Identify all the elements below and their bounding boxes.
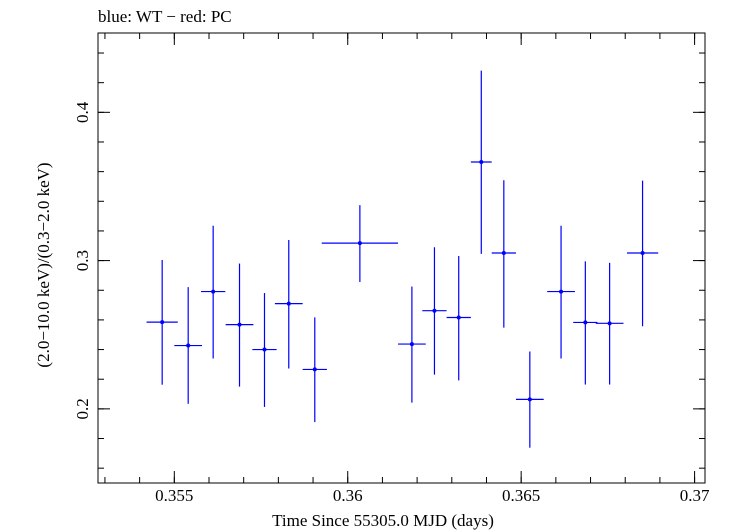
y-axis-ticks <box>98 52 705 469</box>
x-tick-label: 0.37 <box>680 486 710 505</box>
point-marker <box>262 347 267 352</box>
data-point <box>302 317 327 423</box>
data-point <box>547 225 575 359</box>
x-tick-label: 0.36 <box>333 486 363 505</box>
data-points-layer <box>146 70 659 448</box>
point-marker <box>432 308 437 313</box>
plot-frame <box>97 32 706 484</box>
data-point <box>321 205 399 282</box>
y-tick-label: 0.3 <box>73 250 92 271</box>
data-point <box>174 287 203 404</box>
data-point <box>491 180 516 328</box>
data-point <box>274 239 303 369</box>
point-marker <box>312 367 317 372</box>
point-marker <box>501 251 506 256</box>
y-axis-label: (2.0−10.0 keV)/(0.3−2.0 keV) <box>34 162 53 367</box>
data-point <box>515 351 544 448</box>
point-marker <box>409 342 414 347</box>
x-axis-ticks <box>104 33 696 483</box>
data-point <box>573 261 598 385</box>
point-marker <box>160 320 165 325</box>
point-marker <box>607 321 612 326</box>
point-marker <box>456 315 461 320</box>
data-point <box>201 225 226 359</box>
x-axis-tick-labels: 0.355 0.36 0.365 0.37 <box>155 486 710 505</box>
data-point <box>446 255 471 381</box>
x-tick-label: 0.365 <box>502 486 540 505</box>
y-axis-tick-labels: 0.2 0.3 0.4 <box>73 101 92 419</box>
point-marker <box>479 159 484 164</box>
y-tick-label: 0.2 <box>73 398 92 419</box>
data-point <box>422 247 447 375</box>
x-tick-label: 0.355 <box>155 486 193 505</box>
point-marker <box>527 397 532 402</box>
data-point <box>398 286 426 403</box>
data-point <box>626 180 659 327</box>
point-marker <box>640 251 645 256</box>
data-point <box>595 262 624 385</box>
point-marker <box>237 322 242 327</box>
x-axis-label: Time Since 55305.0 MJD (days) <box>272 511 494 530</box>
y-tick-label: 0.4 <box>73 101 92 123</box>
data-point <box>470 70 492 254</box>
data-point <box>225 263 254 387</box>
point-marker <box>286 301 291 306</box>
point-marker <box>357 241 362 246</box>
point-marker <box>559 289 564 294</box>
point-marker <box>211 289 216 294</box>
data-point <box>146 260 178 385</box>
data-point <box>252 293 277 407</box>
point-marker <box>583 320 588 325</box>
chart-title: blue: WT − red: PC <box>98 7 232 26</box>
point-marker <box>186 343 191 348</box>
